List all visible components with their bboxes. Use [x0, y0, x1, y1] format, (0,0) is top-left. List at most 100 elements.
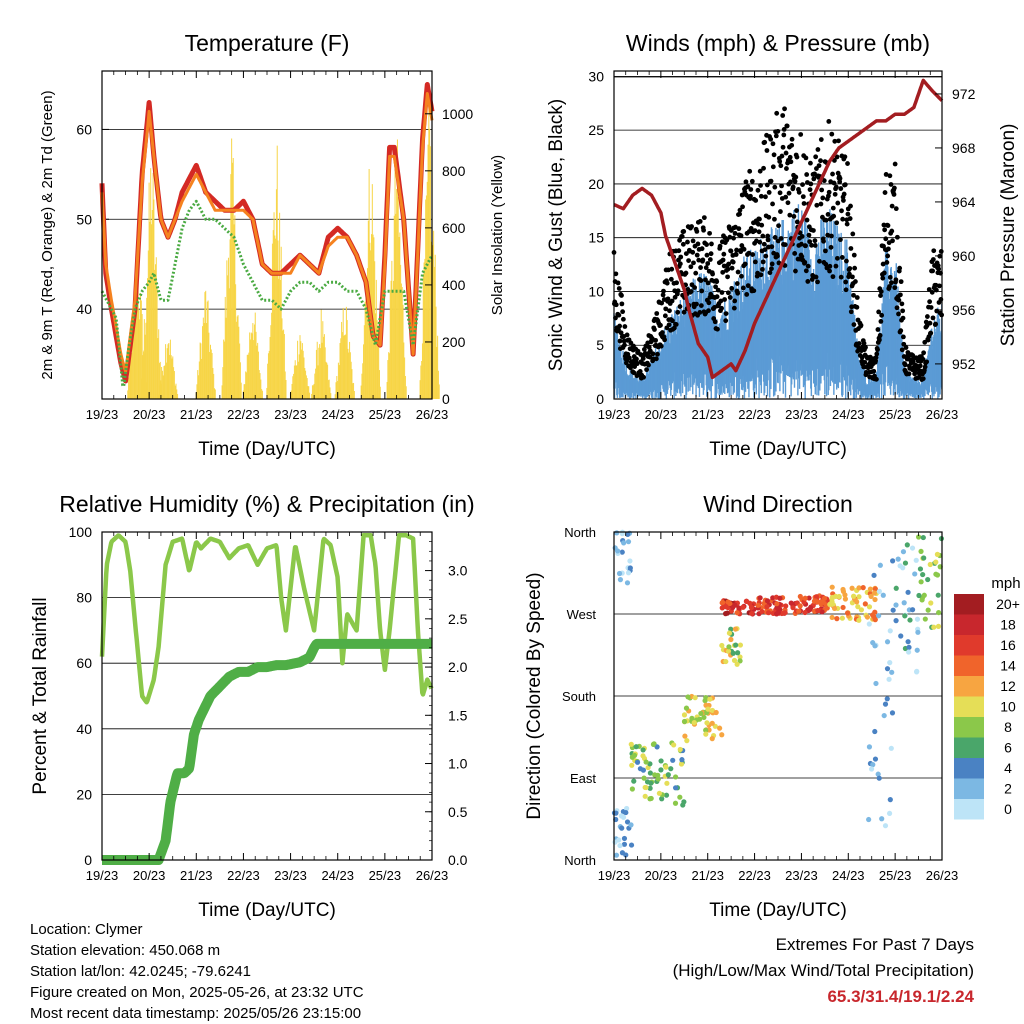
x-axis-label: Time (Day/UTC) [198, 439, 336, 460]
wind-direction-point [777, 595, 783, 601]
wind-direction-point [813, 594, 820, 600]
gust-point [875, 327, 881, 332]
wind-direction-point [691, 719, 697, 726]
gust-point [731, 305, 737, 311]
gust-point [678, 254, 684, 260]
gust-point [777, 190, 783, 196]
wind-direction-point [647, 770, 653, 776]
gust-point [781, 127, 787, 132]
gust-point [659, 300, 665, 306]
gust-point [801, 201, 807, 206]
gust-point [841, 198, 846, 203]
gust-point [758, 183, 763, 188]
gust-point [729, 265, 735, 271]
wind-direction-point [668, 766, 674, 772]
gust-point [789, 142, 795, 148]
gust-point [686, 258, 691, 263]
wind-direction-point [912, 571, 918, 577]
wind-direction-point [672, 785, 679, 791]
wind-direction-point [897, 563, 903, 569]
gust-point [818, 158, 823, 164]
speed-legend: mph 20+ 18 16 14 12 10 8 6 4 2 0 [954, 575, 1021, 820]
gust-point [825, 211, 831, 217]
wind-direction-point [782, 610, 788, 616]
wind-direction-point [730, 650, 736, 656]
gust-point [800, 182, 805, 188]
wind-direction-point [922, 616, 928, 622]
gust-point [854, 304, 860, 310]
gust-point [835, 255, 840, 261]
wind-direction-point [850, 593, 857, 599]
x-tick-label: 24/23 [321, 407, 354, 422]
gust-point [903, 345, 909, 350]
gust-point [847, 271, 852, 277]
legend-label: 14 [1000, 658, 1016, 674]
wind-direction-point [713, 709, 719, 716]
x-tick-label: 24/23 [321, 868, 354, 883]
wind-direction-point [868, 766, 875, 772]
y-tick-label: 15 [588, 230, 604, 246]
wind-direction-point [627, 565, 633, 571]
gust-point [844, 221, 850, 227]
y2-tick-label: 2.5 [448, 611, 468, 627]
wind-direction-point [723, 658, 729, 665]
wind-direction-point [925, 607, 931, 613]
y2-axis-label: Station Pressure (Maroon) [998, 124, 1019, 347]
gust-point [720, 257, 726, 263]
gust-point [828, 244, 834, 250]
gust-point [706, 300, 712, 306]
gust-point [834, 220, 840, 226]
legend-label: 12 [1000, 678, 1016, 694]
gust-point [878, 318, 884, 324]
wind-direction-point [684, 738, 690, 744]
gust-point [883, 236, 889, 242]
wind-direction-point [764, 604, 770, 610]
gust-point [777, 159, 783, 164]
y2-tick-label: 800 [442, 163, 466, 179]
wind-direction-point [703, 702, 709, 708]
elevation-text: Station elevation: 450.068 m [30, 942, 221, 959]
gust-point [690, 238, 696, 244]
wind-direction-point [734, 661, 740, 667]
gust-point [848, 309, 854, 315]
gust-point [669, 298, 675, 304]
gust-point [699, 246, 705, 252]
wind-direction-point [860, 585, 866, 591]
gust-point [780, 113, 786, 118]
legend-label: 16 [1000, 637, 1016, 653]
wind-direction-point [731, 657, 738, 664]
gust-point [898, 279, 904, 285]
wind-direction-point [802, 609, 808, 616]
legend-swatch [954, 655, 984, 676]
legend-swatch [954, 717, 984, 738]
gust-point [816, 163, 822, 169]
gust-point [696, 257, 702, 263]
gust-point [848, 203, 853, 209]
gust-point [896, 311, 901, 317]
gust-point [794, 219, 800, 225]
y2-tick-label: 968 [952, 140, 976, 156]
x-tick-label: 25/23 [369, 407, 402, 422]
wind-direction-point [921, 555, 927, 561]
x-axis-label: Time (Day/UTC) [709, 900, 847, 921]
y-tick-label: North [564, 853, 596, 868]
wind-direction-point [618, 813, 624, 819]
y2-tick-label: 1000 [442, 106, 473, 122]
gust-point [899, 301, 905, 307]
gust-point [811, 228, 816, 233]
wind-direction-point [729, 605, 736, 611]
wind-direction-point [672, 800, 679, 806]
wind-direction-point [829, 584, 835, 590]
wind-direction-point [704, 720, 710, 726]
wind-direction-point [672, 774, 679, 780]
gust-point [616, 312, 622, 318]
gust-point [933, 321, 939, 327]
x-tick-label: 22/23 [738, 407, 771, 422]
gust-point [818, 201, 824, 207]
legend-swatch [954, 737, 984, 758]
gust-point [765, 237, 771, 243]
y-tick-label: 30 [588, 68, 604, 84]
x-tick-label: 23/23 [785, 407, 818, 422]
wind-direction-point [642, 784, 648, 791]
wind-direction-point [873, 680, 879, 687]
